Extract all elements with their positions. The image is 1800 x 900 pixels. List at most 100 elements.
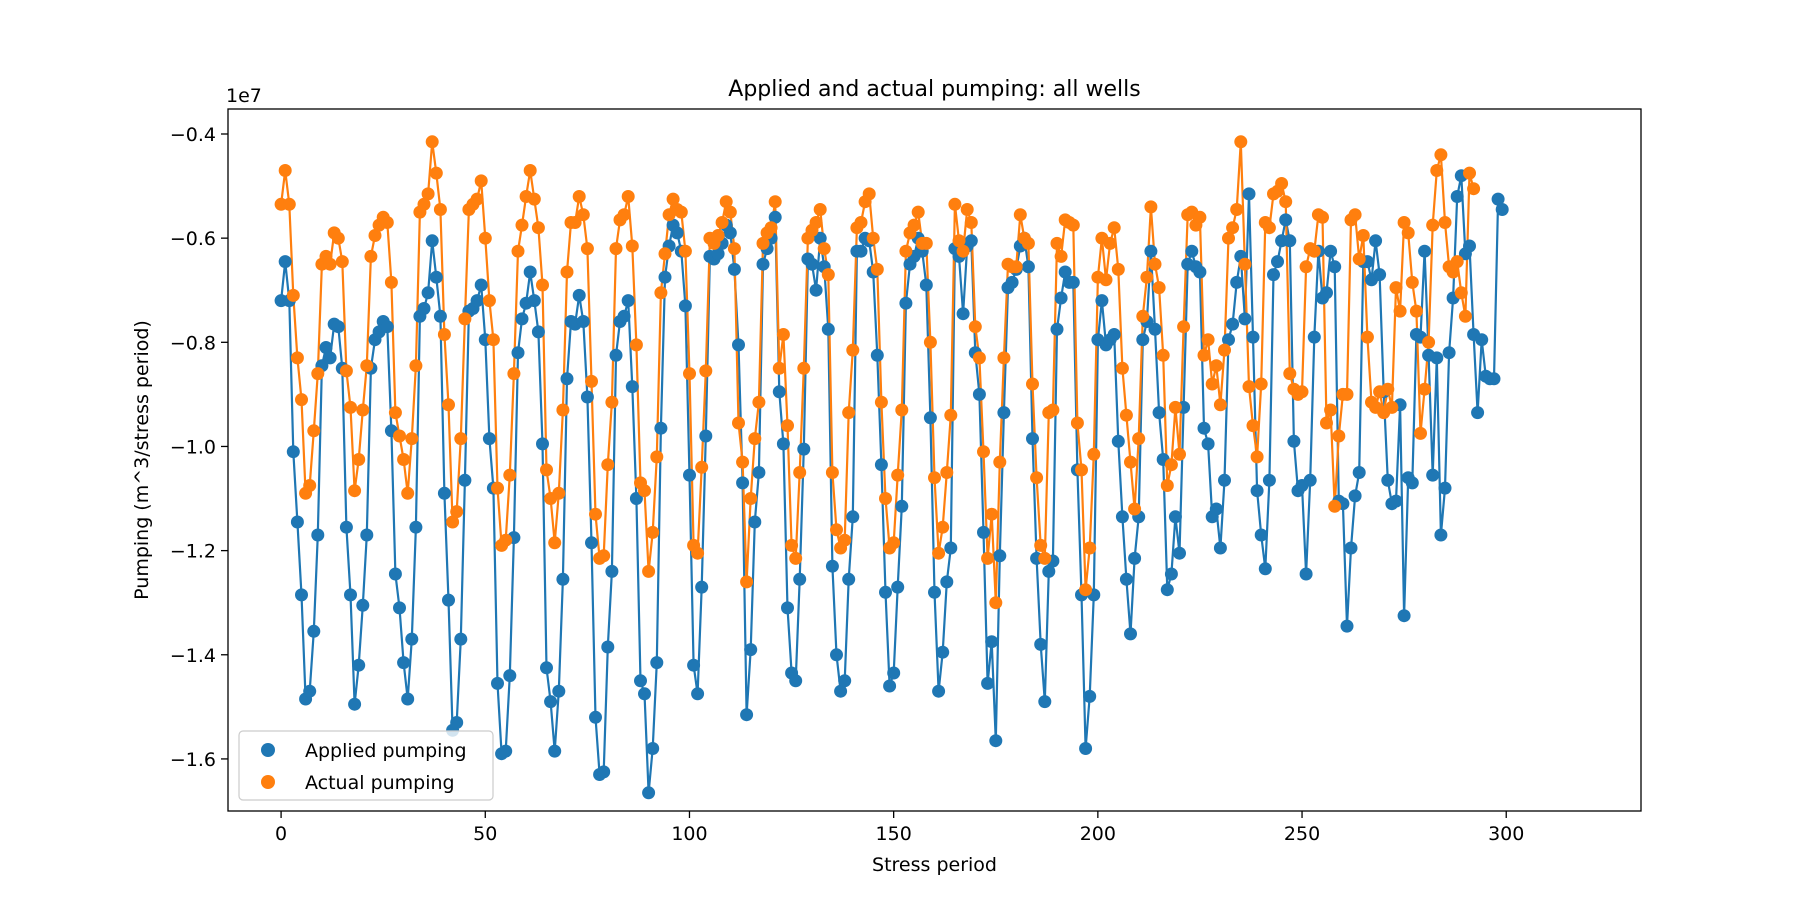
y-tick-label: −1.4	[170, 645, 216, 667]
applied-pumping-point	[895, 499, 909, 513]
actual-pumping-point	[1070, 416, 1084, 430]
actual-pumping-point	[789, 551, 803, 565]
actual-pumping-point	[1348, 208, 1362, 222]
applied-pumping-point	[380, 320, 394, 334]
applied-pumping-point	[1226, 317, 1240, 331]
actual-pumping-point	[1324, 403, 1338, 417]
applied-pumping-point	[548, 744, 562, 758]
actual-pumping-point	[874, 395, 888, 409]
applied-pumping-point	[572, 288, 586, 302]
applied-pumping-point	[527, 294, 541, 308]
applied-pumping-point	[388, 567, 402, 581]
applied-pumping-point	[1495, 203, 1509, 216]
applied-pumping-point	[1369, 234, 1383, 248]
actual-pumping-point	[907, 218, 921, 232]
actual-pumping-point	[1356, 229, 1370, 242]
actual-pumping-point	[580, 242, 594, 256]
applied-pumping-point	[311, 528, 325, 542]
actual-pumping-point	[846, 343, 860, 357]
actual-pumping-point	[605, 395, 619, 409]
applied-pumping-point	[687, 658, 701, 672]
applied-pumping-point	[670, 226, 684, 240]
applied-pumping-point	[1005, 275, 1019, 289]
x-tick-label: 300	[1488, 823, 1524, 845]
applied-pumping-point	[1471, 406, 1485, 420]
applied-pumping-point	[748, 515, 762, 529]
actual-pumping-point	[740, 575, 754, 589]
plot-frame	[227, 108, 1642, 812]
actual-pumping-point	[1209, 359, 1223, 373]
actual-pumping-point	[344, 400, 357, 414]
actual-pumping-point	[1401, 226, 1415, 240]
actual-pumping-point	[895, 403, 909, 417]
applied-pumping-point	[985, 635, 999, 649]
actual-pumping-point	[678, 244, 692, 258]
actual-pumping-point	[866, 231, 880, 245]
actual-pumping-point	[1238, 257, 1252, 271]
actual-pumping-point	[1467, 182, 1481, 196]
applied-pumping-point	[1111, 434, 1125, 448]
actual-pumping-point	[928, 471, 941, 485]
legend-marker-applied	[261, 743, 275, 757]
applied-pumping-point	[450, 716, 464, 729]
applied-pumping-point	[805, 257, 819, 271]
applied-pumping-point	[932, 684, 946, 698]
applied-pumping-point	[409, 520, 423, 534]
actual-pumping-point	[1316, 210, 1329, 224]
applied-pumping-point	[752, 466, 766, 479]
actual-pumping-point	[621, 190, 635, 203]
y-tick-label: −1.0	[170, 436, 216, 458]
actual-pumping-point	[397, 453, 411, 466]
actual-pumping-point	[1393, 304, 1407, 318]
applied-pumping-point	[491, 676, 504, 690]
actual-pumping-point	[331, 231, 345, 245]
applied-pumping-point	[605, 564, 619, 578]
applied-pumping-point	[919, 278, 933, 292]
applied-pumping-point	[1152, 406, 1166, 420]
applied-pumping-point	[348, 697, 362, 711]
applied-pumping-point	[691, 687, 705, 701]
applied-pumping-point	[1283, 234, 1297, 248]
applied-pumping-point	[874, 458, 888, 472]
actual-pumping-point	[442, 398, 455, 412]
applied-pumping-point	[1095, 294, 1109, 308]
actual-pumping-point	[862, 187, 876, 201]
applied-pumping-point	[331, 320, 345, 334]
applied-pumping-point	[1320, 286, 1333, 300]
actual-pumping-point	[879, 492, 892, 505]
applied-pumping-point	[454, 632, 468, 646]
actual-pumping-point	[997, 351, 1011, 365]
actual-pumping-point	[870, 262, 884, 276]
actual-pumping-point	[691, 546, 705, 560]
actual-pumping-point	[409, 359, 423, 373]
actual-pumping-point	[1405, 275, 1419, 289]
applied-pumping-point	[1222, 333, 1235, 347]
applied-pumping-point	[397, 656, 411, 670]
actual-pumping-point	[666, 192, 680, 206]
actual-pumping-point	[1409, 304, 1423, 318]
x-tick-label: 150	[876, 823, 912, 845]
legend-label-applied: Applied pumping	[305, 740, 467, 762]
applied-pumping-point	[1238, 312, 1252, 326]
actual-pumping-point	[560, 265, 574, 279]
applied-pumping-point	[290, 515, 304, 529]
x-tick-label: 0	[275, 823, 287, 845]
actual-pumping-point	[1340, 387, 1354, 401]
applied-pumping-point	[695, 580, 709, 594]
applied-pumping-point	[740, 708, 754, 722]
chart-title: Applied and actual pumping: all wells	[728, 77, 1140, 102]
applied-pumping-point	[580, 390, 594, 404]
actual-pumping-point	[1218, 343, 1231, 357]
applied-pumping-point	[1164, 567, 1178, 581]
applied-pumping-point	[1026, 432, 1039, 446]
applied-pumping-point	[650, 656, 664, 670]
x-axis-label: Stress period	[872, 854, 997, 876]
applied-pumping-point	[1271, 255, 1284, 269]
actual-pumping-point	[956, 244, 970, 258]
applied-pumping-point	[1213, 541, 1227, 555]
applied-pumping-point	[629, 492, 643, 505]
applied-pumping-point	[683, 468, 696, 482]
applied-pumping-point	[809, 283, 823, 297]
applied-pumping-point	[781, 601, 794, 615]
